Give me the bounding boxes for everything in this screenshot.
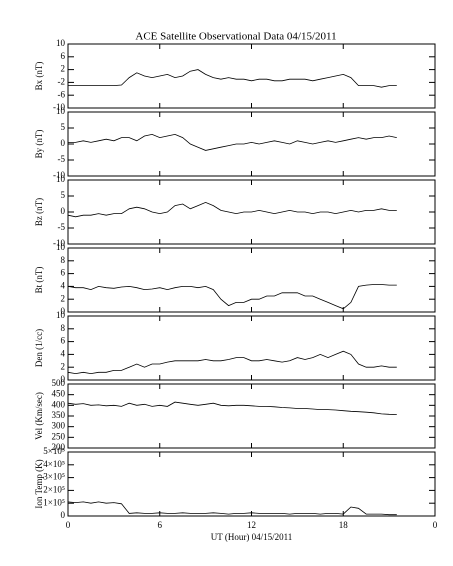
y-axis-label: Bt (nT) [34,267,44,294]
y-tick-label: 10 [56,38,66,48]
panel-frame [67,247,436,313]
y-tick-label: 400 [52,399,66,409]
y-tick-label: -6 [58,89,66,99]
x-tick-label: 12 [247,520,256,530]
y-tick-label: 0 [61,206,66,216]
y-tick-label: 250 [52,431,66,441]
y-axis-label: Bx (nT) [34,62,44,91]
y-tick-label: 0 [61,374,66,384]
y-tick-label: 10 [56,106,66,116]
y-tick-label: 10 [56,242,66,252]
panel-frame [67,43,436,109]
x-tick-label: 0 [66,520,71,530]
panel-frame [67,451,436,517]
y-tick-label: 350 [52,410,66,420]
data-line [67,201,397,218]
y-tick-label: 0 [61,138,66,148]
y-tick-label: -2 [58,76,66,86]
data-line [68,133,397,151]
y-tick-label: 4 [61,348,66,358]
panel-frame [67,383,436,449]
y-tick-label: -5 [58,154,66,164]
x-axis-label: UT (Hour) 04/15/2011 [211,532,293,542]
y-tick-label: 10 [56,310,66,320]
y-tick-label: 0 [61,306,66,316]
data-line [67,350,397,375]
data-line [67,401,397,415]
y-tick-label: 4 [61,280,66,290]
y-tick-label: 5 [61,190,66,200]
y-axis-label: Ion Temp (K) [34,459,44,508]
y-axis-label: By (nT) [34,130,44,159]
y-tick-label: 6 [61,268,66,278]
panel-frame [67,111,436,177]
y-tick-label: 4×10⁵ [43,459,65,469]
y-tick-label: 2 [61,293,66,303]
y-tick-label: 8 [61,255,66,265]
y-tick-label: 6 [61,336,66,346]
x-tick-label: 6 [158,520,163,530]
y-tick-label: 0 [61,510,66,520]
y-axis-label: Den (1/cc) [34,329,44,367]
y-tick-label: 5 [61,122,66,132]
y-tick-label: -5 [58,222,66,232]
data-line [68,69,397,88]
y-tick-label: 200 [52,442,66,452]
panel-frame [67,315,436,381]
y-tick-label: 1×10⁵ [43,497,65,507]
y-tick-label: 5×10⁵ [43,446,65,456]
y-tick-label: 500 [52,378,66,388]
y-axis-label: Bz (nT) [34,198,44,226]
chart-title: ACE Satellite Observational Data 04/15/2… [135,31,336,43]
y-tick-label: 2 [61,361,66,371]
y-tick-label: 2×10⁵ [43,484,65,494]
y-tick-label: -10 [53,170,65,180]
y-tick-label: -10 [53,238,65,248]
y-tick-label: 2 [61,64,66,74]
x-tick-label: 18 [339,520,349,530]
y-tick-label: 10 [56,174,66,184]
y-axis-label: Vel (Km/sec) [34,392,44,440]
y-tick-label: 450 [52,389,66,399]
y-tick-label: 3×10⁵ [43,472,65,482]
y-tick-label: 300 [52,421,66,431]
y-tick-label: 8 [61,323,66,333]
data-line [67,501,397,516]
y-tick-label: -10 [53,102,65,112]
data-line [67,284,397,310]
x-tick-label: 0 [433,520,438,530]
y-tick-label: 6 [61,51,66,61]
